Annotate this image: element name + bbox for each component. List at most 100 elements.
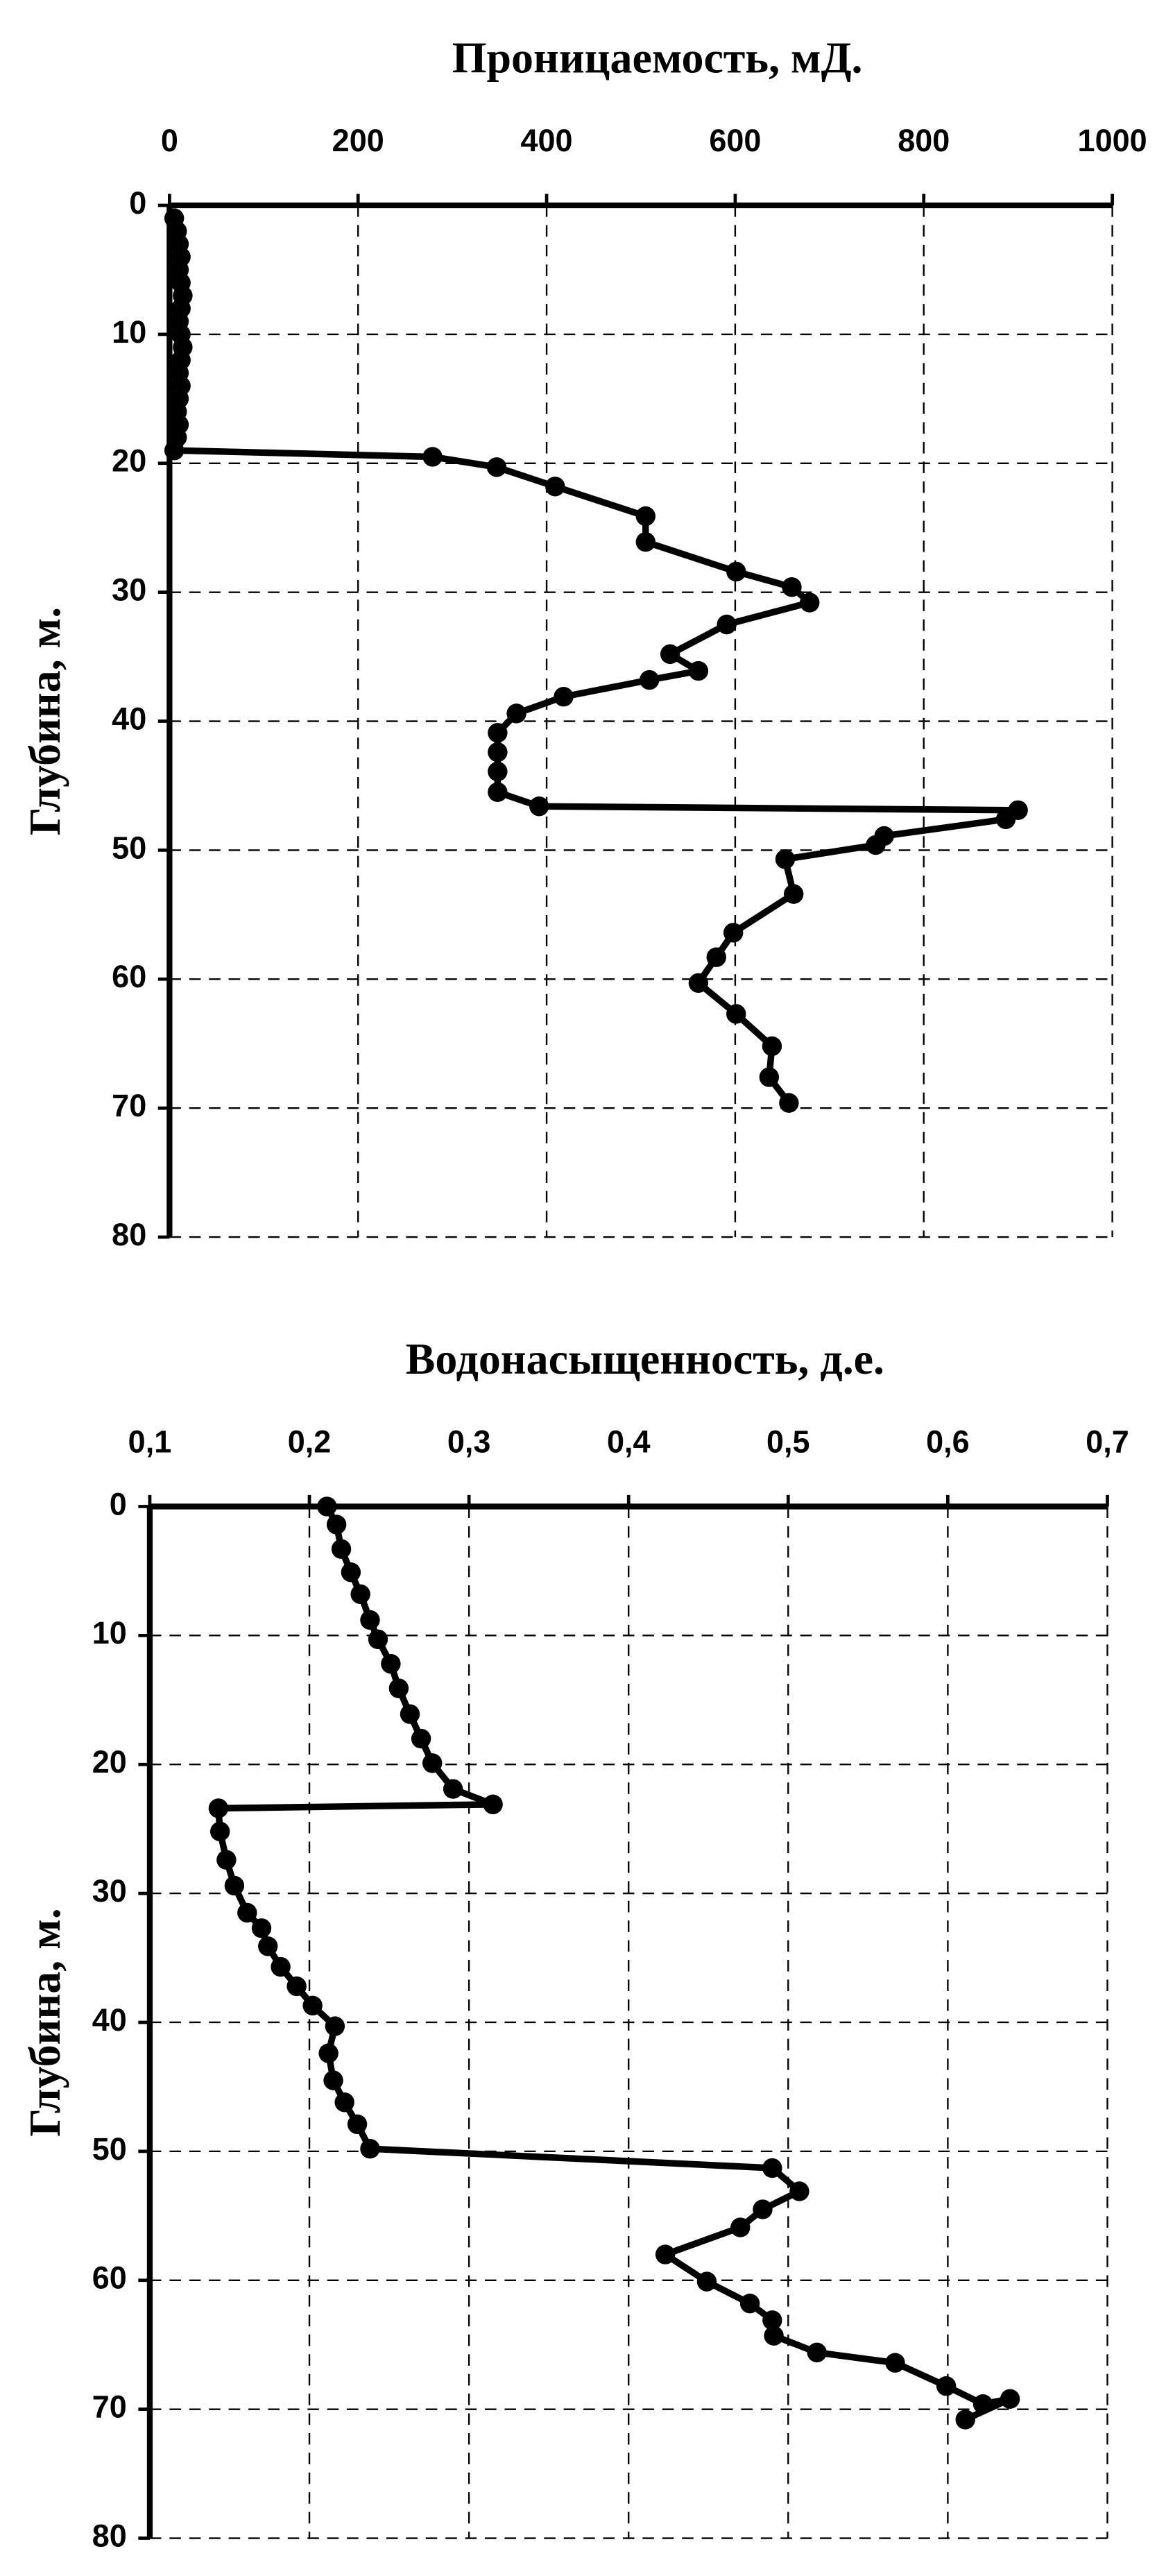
data-line bbox=[171, 217, 1022, 1105]
data-point bbox=[762, 2158, 782, 2178]
data-point bbox=[782, 577, 802, 597]
data-point bbox=[347, 2114, 368, 2135]
data-point bbox=[422, 447, 443, 467]
data-point bbox=[224, 1875, 245, 1896]
y-axis-label: Глубина, м. bbox=[20, 607, 69, 836]
x-tick-label: 0,7 bbox=[1086, 1424, 1129, 1459]
y-tick-label: 70 bbox=[92, 2389, 127, 2425]
y-tick-label: 20 bbox=[112, 443, 146, 479]
chart-title: Водонасыщенность, д.е. bbox=[406, 1334, 884, 1383]
data-point bbox=[730, 2217, 751, 2237]
data-point bbox=[350, 1584, 370, 1605]
x-tick-label: 0,5 bbox=[766, 1424, 810, 1459]
x-tick-label: 0,4 bbox=[607, 1424, 651, 1459]
data-point bbox=[318, 2043, 338, 2063]
data-point bbox=[660, 644, 680, 665]
data-point bbox=[271, 1956, 291, 1977]
data-point bbox=[739, 2294, 760, 2314]
y-tick-label: 50 bbox=[112, 830, 146, 865]
data-point bbox=[885, 2353, 905, 2373]
data-point bbox=[972, 2394, 993, 2414]
y-tick-label: 20 bbox=[92, 1744, 127, 1780]
data-point bbox=[368, 1629, 388, 1650]
data-point bbox=[635, 506, 655, 527]
y-tick-label: 30 bbox=[92, 1873, 127, 1909]
data-point bbox=[762, 2310, 782, 2330]
data-point bbox=[216, 1850, 237, 1870]
data-point bbox=[545, 477, 565, 497]
y-tick-label: 30 bbox=[112, 572, 146, 608]
x-tick-label: 800 bbox=[898, 123, 950, 158]
data-point bbox=[422, 1753, 443, 1773]
data-line bbox=[215, 1505, 1013, 2423]
data-point bbox=[764, 2326, 784, 2346]
data-point bbox=[779, 1093, 799, 1113]
data-point bbox=[488, 761, 508, 782]
data-point bbox=[258, 1936, 278, 1956]
data-point bbox=[388, 1678, 409, 1698]
data-point bbox=[326, 1515, 347, 1535]
data-point bbox=[1000, 2389, 1020, 2409]
data-point bbox=[411, 1728, 431, 1749]
data-point bbox=[688, 973, 709, 993]
x-tick-label: 200 bbox=[332, 123, 384, 158]
data-point bbox=[381, 1654, 401, 1674]
x-tick-label: 0 bbox=[161, 123, 178, 158]
data-point bbox=[488, 742, 508, 762]
data-point bbox=[762, 1036, 782, 1057]
data-point bbox=[286, 1976, 307, 1997]
data-point bbox=[208, 1798, 229, 1818]
data-point bbox=[341, 1562, 361, 1583]
y-tick-label: 60 bbox=[92, 2260, 127, 2296]
x-tick-label: 400 bbox=[521, 123, 573, 158]
data-point bbox=[302, 1995, 323, 2016]
data-point bbox=[323, 2070, 343, 2090]
y-tick-label: 10 bbox=[112, 314, 146, 350]
y-tick-label: 0 bbox=[110, 1486, 127, 1521]
y-tick-label: 80 bbox=[92, 2518, 127, 2553]
y-tick-label: 70 bbox=[112, 1088, 146, 1123]
data-point bbox=[955, 2409, 975, 2430]
data-point bbox=[789, 2181, 809, 2201]
data-point bbox=[334, 2092, 354, 2113]
data-point bbox=[237, 1902, 257, 1923]
data-point bbox=[800, 592, 820, 613]
data-point bbox=[360, 1610, 380, 1630]
chart-title: Проницаемость, мД. bbox=[452, 33, 863, 83]
data-point bbox=[866, 835, 886, 855]
data-point bbox=[506, 703, 526, 724]
data-point bbox=[483, 1794, 503, 1815]
data-point bbox=[688, 660, 709, 681]
data-point bbox=[325, 2016, 345, 2036]
data-point bbox=[640, 669, 660, 690]
data-point bbox=[488, 782, 508, 802]
data-point bbox=[331, 1539, 352, 1559]
data-point bbox=[995, 809, 1016, 830]
y-tick-label: 10 bbox=[92, 1615, 127, 1650]
data-point bbox=[759, 1067, 780, 1087]
data-point bbox=[635, 531, 655, 552]
data-point bbox=[360, 2138, 380, 2159]
y-axis-label: Глубина, м. bbox=[20, 1908, 69, 2137]
x-tick-label: 0,3 bbox=[447, 1424, 491, 1459]
data-point bbox=[807, 2342, 827, 2363]
data-point bbox=[554, 687, 574, 707]
data-point bbox=[317, 1496, 337, 1517]
data-point bbox=[723, 923, 744, 943]
x-tick-label: 0,6 bbox=[926, 1424, 970, 1459]
data-point bbox=[783, 884, 804, 904]
data-point bbox=[400, 1704, 420, 1724]
data-point bbox=[696, 2271, 717, 2292]
y-tick-label: 50 bbox=[92, 2131, 127, 2167]
data-point bbox=[753, 2199, 773, 2219]
data-point bbox=[706, 947, 726, 967]
y-tick-label: 40 bbox=[112, 701, 146, 736]
data-point bbox=[655, 2244, 676, 2264]
y-tick-label: 80 bbox=[112, 1217, 146, 1252]
data-point bbox=[443, 1779, 463, 1799]
data-point bbox=[209, 1821, 230, 1842]
y-tick-label: 60 bbox=[112, 959, 146, 994]
data-point bbox=[775, 849, 796, 869]
data-point bbox=[529, 796, 549, 817]
